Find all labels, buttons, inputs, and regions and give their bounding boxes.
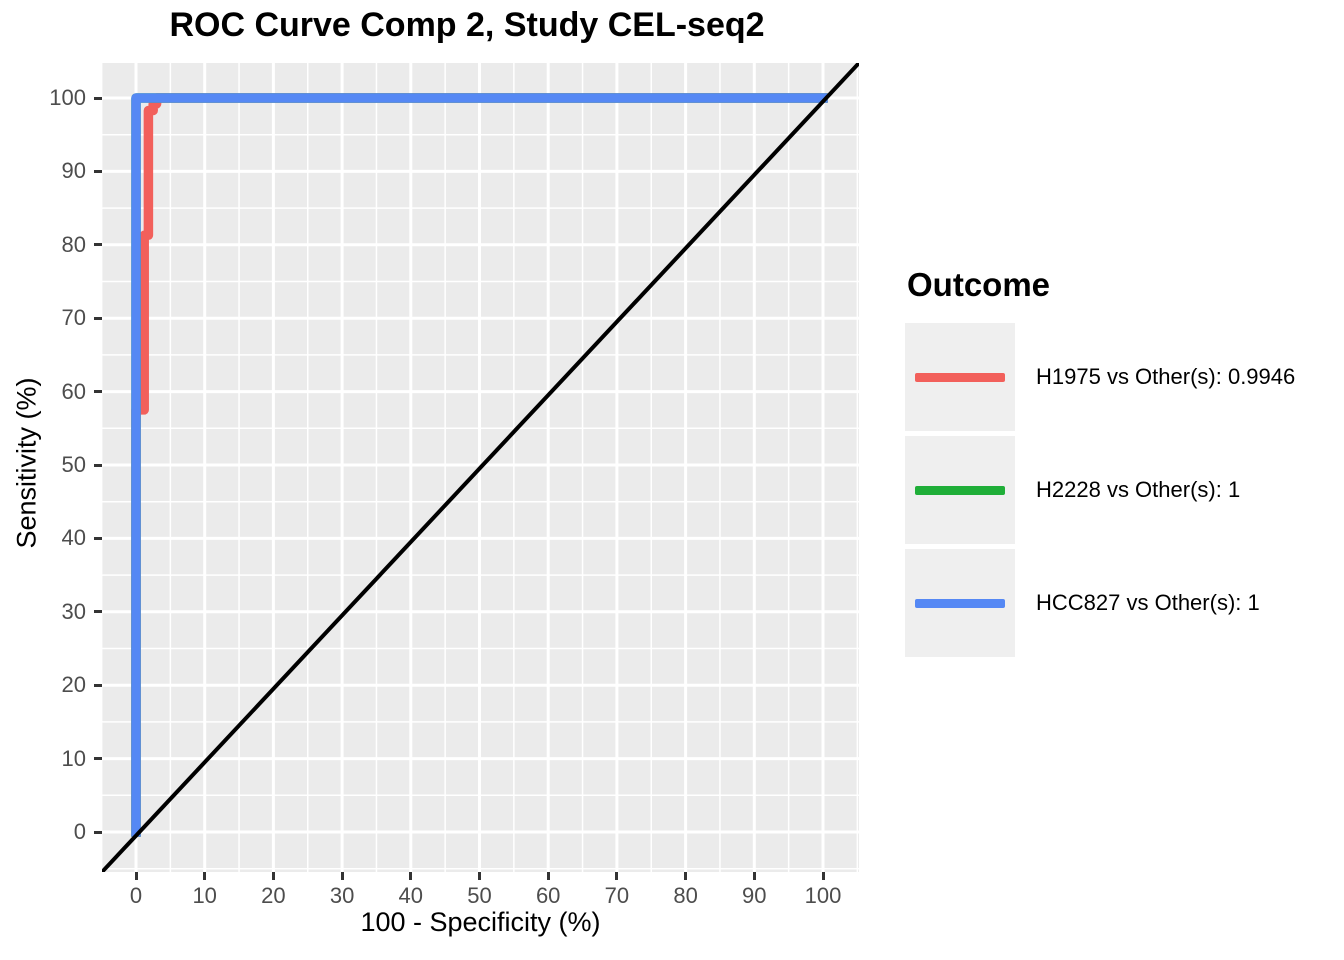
- x-tick-mark: [134, 872, 138, 880]
- plot-panel: [102, 63, 859, 872]
- legend-item-hcc827: HCC827 vs Other(s): 1: [905, 549, 1295, 657]
- x-axis-title: 100 - Specificity (%): [360, 907, 601, 937]
- legend-label: H1975 vs Other(s): 0.9946: [1036, 364, 1296, 389]
- x-tick-label: 20: [261, 883, 286, 908]
- legend: Outcome H1975 vs Other(s): 0.9946 H2228 …: [905, 266, 1295, 662]
- x-tick-mark: [752, 872, 756, 880]
- x-tick-label: 40: [398, 883, 424, 908]
- x-tick-label: 50: [467, 883, 492, 908]
- y-tick-label: 0: [73, 819, 86, 844]
- roc-curve: [131, 93, 828, 837]
- x-tick-label: 70: [604, 883, 630, 908]
- legend-key: [905, 549, 1015, 657]
- roc-plot-canvas: [102, 63, 859, 872]
- y-tick-mark: [94, 757, 102, 761]
- plot-title: ROC Curve Comp 2, Study CEL-seq2: [169, 6, 765, 44]
- y-axis-title: Sensitivity (%): [11, 377, 42, 549]
- y-tick-label: 40: [61, 525, 86, 551]
- y-tick-mark: [94, 169, 102, 173]
- legend-item-h1975: H1975 vs Other(s): 0.9946: [905, 323, 1295, 431]
- legend-line-swatch-h2228: [915, 485, 1005, 495]
- legend-title: Outcome: [907, 266, 1051, 303]
- y-tick-mark: [94, 610, 102, 614]
- x-tick-mark: [546, 872, 550, 880]
- x-tick-mark: [271, 872, 275, 880]
- y-tick-mark: [94, 536, 102, 540]
- x-tick-mark: [340, 872, 344, 880]
- y-tick-mark: [94, 390, 102, 394]
- x-tick-label: 100: [804, 883, 842, 908]
- y-tick-label: 90: [61, 158, 86, 184]
- y-tick-mark: [94, 243, 102, 247]
- x-tick-mark: [684, 872, 688, 880]
- x-tick-label: 30: [329, 883, 355, 908]
- x-tick-mark: [821, 872, 825, 880]
- legend-label: H2228 vs Other(s): 1: [1036, 477, 1241, 502]
- legend-item-h2228: H2228 vs Other(s): 1: [905, 436, 1295, 544]
- x-tick-label: 10: [192, 883, 217, 908]
- y-tick-label: 20: [61, 672, 86, 698]
- legend-key: [905, 436, 1015, 544]
- y-tick-mark: [94, 683, 102, 687]
- y-tick-label: 70: [61, 305, 86, 331]
- x-tick-mark: [478, 872, 481, 880]
- legend-label: HCC827 vs Other(s): 1: [1036, 590, 1260, 615]
- y-tick-label: 80: [61, 231, 86, 257]
- y-tick-mark: [94, 830, 102, 834]
- y-tick-mark: [94, 96, 102, 100]
- reference-diagonal: [102, 63, 859, 872]
- x-tick-mark: [203, 872, 207, 880]
- x-tick-label: 0: [129, 883, 143, 908]
- x-tick-mark: [615, 872, 619, 880]
- y-tick-label: 60: [61, 378, 86, 404]
- y-tick-mark: [94, 463, 102, 467]
- x-tick-label: 80: [673, 883, 698, 908]
- y-tick-mark: [94, 316, 102, 320]
- x-tick-label: 90: [742, 883, 767, 908]
- y-tick-label: 100: [49, 85, 86, 110]
- legend-line-swatch-hcc827: [915, 598, 1005, 608]
- x-tick-label: 60: [535, 883, 561, 908]
- legend-line-swatch-h1975: [915, 372, 1005, 382]
- y-tick-label: 50: [61, 452, 86, 477]
- y-tick-label: 10: [61, 745, 86, 771]
- x-tick-mark: [409, 872, 413, 880]
- y-tick-label: 30: [61, 598, 86, 624]
- legend-key: [905, 323, 1015, 431]
